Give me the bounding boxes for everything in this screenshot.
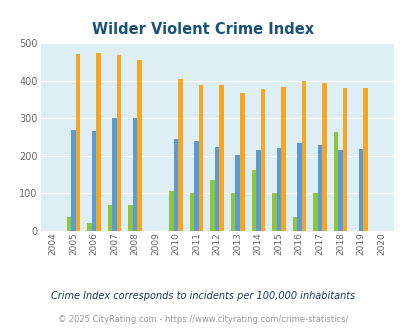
Bar xyxy=(169,191,173,231)
Bar xyxy=(198,85,203,231)
Bar xyxy=(342,88,346,231)
Bar xyxy=(132,118,137,231)
Bar xyxy=(214,147,219,231)
Bar xyxy=(107,205,112,231)
Bar xyxy=(276,148,280,231)
Bar xyxy=(230,193,235,231)
Bar xyxy=(128,205,132,231)
Bar xyxy=(239,92,244,231)
Bar xyxy=(190,193,194,231)
Bar xyxy=(301,81,305,231)
Bar xyxy=(333,132,337,231)
Bar xyxy=(75,54,80,231)
Bar xyxy=(92,131,96,231)
Bar xyxy=(112,118,117,231)
Bar xyxy=(173,139,178,231)
Bar xyxy=(71,130,75,231)
Text: Crime Index corresponds to incidents per 100,000 inhabitants: Crime Index corresponds to incidents per… xyxy=(51,291,354,301)
Bar xyxy=(235,155,239,231)
Bar xyxy=(296,143,301,231)
Bar xyxy=(219,85,224,231)
Bar xyxy=(96,53,100,231)
Bar xyxy=(137,60,141,231)
Bar xyxy=(271,193,276,231)
Bar xyxy=(210,180,214,231)
Bar xyxy=(260,89,264,231)
Bar xyxy=(337,150,342,231)
Bar xyxy=(317,145,321,231)
Bar xyxy=(321,83,326,231)
Bar xyxy=(251,170,256,231)
Bar xyxy=(362,88,367,231)
Bar xyxy=(194,141,198,231)
Text: © 2025 CityRating.com - https://www.cityrating.com/crime-statistics/: © 2025 CityRating.com - https://www.city… xyxy=(58,315,347,324)
Bar xyxy=(117,55,121,231)
Text: Wilder Violent Crime Index: Wilder Violent Crime Index xyxy=(92,22,313,37)
Bar xyxy=(292,217,296,231)
Bar xyxy=(66,217,71,231)
Bar xyxy=(312,193,317,231)
Bar xyxy=(358,149,362,231)
Bar xyxy=(256,150,260,231)
Bar xyxy=(280,87,285,231)
Bar xyxy=(178,79,183,231)
Bar xyxy=(87,223,92,231)
